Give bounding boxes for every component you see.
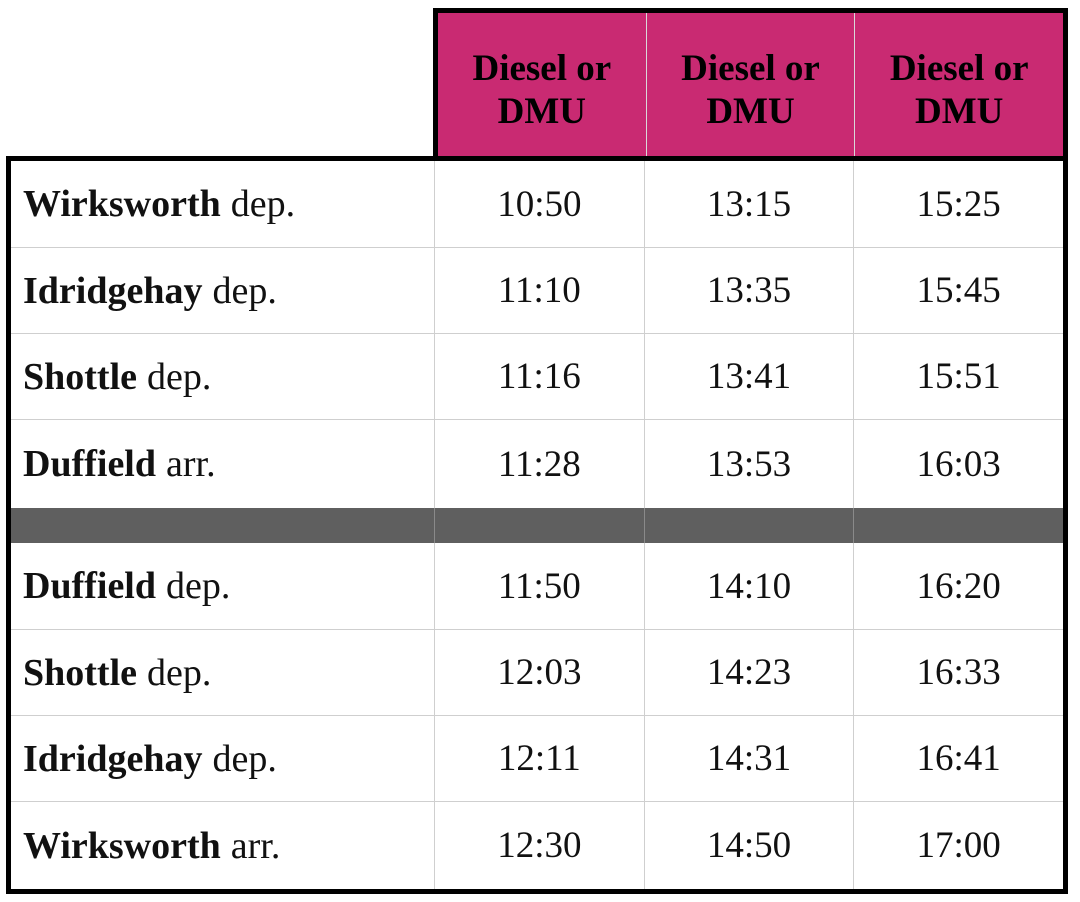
station-cell: Wirksworth arr. xyxy=(11,802,435,889)
header-col-3-line1: Diesel or xyxy=(889,47,1029,89)
time-cell: 14:10 xyxy=(645,543,855,629)
divider-segment xyxy=(435,508,645,543)
station-cell: Duffield arr. xyxy=(11,420,435,508)
station-name: Wirksworth xyxy=(23,183,221,225)
header-col-2-line2: DMU xyxy=(706,90,795,132)
table-row: Shottle dep. 11:16 13:41 15:51 xyxy=(11,334,1063,420)
timetable: Wirksworth dep. 10:50 13:15 15:25 Idridg… xyxy=(6,156,1068,894)
time-cell: 13:15 xyxy=(645,161,855,247)
station-name: Duffield xyxy=(23,565,156,607)
time-cell: 17:00 xyxy=(916,825,1001,866)
time-cell: 11:50 xyxy=(435,543,645,629)
header-col-1-line1: Diesel or xyxy=(472,47,612,89)
station-type: arr. xyxy=(166,443,216,485)
time-cell: 15:25 xyxy=(916,183,1001,225)
time-cell: 12:30 xyxy=(435,802,645,889)
time-cell: 12:03 xyxy=(435,630,645,715)
time-cell: 16:33 xyxy=(916,652,1001,693)
station-type: dep. xyxy=(147,651,212,694)
time-cell: 11:28 xyxy=(435,420,645,508)
time-cell: 14:50 xyxy=(645,802,855,889)
station-type: dep. xyxy=(212,269,277,312)
time-cell: 16:20 xyxy=(916,565,1001,607)
table-row: Wirksworth dep. 10:50 13:15 15:25 xyxy=(11,161,1063,248)
station-type: dep. xyxy=(230,183,296,225)
station-cell: Shottle dep. xyxy=(11,334,435,419)
time-cell: 15:45 xyxy=(916,270,1001,311)
header-col-1-line2: DMU xyxy=(497,90,587,132)
time-cell: 13:41 xyxy=(645,334,855,419)
station-name: Wirksworth xyxy=(23,824,221,867)
table-row: Shottle dep. 12:03 14:23 16:33 xyxy=(11,630,1063,716)
table-row: Wirksworth arr. 12:30 14:50 17:00 xyxy=(11,802,1063,889)
station-type: arr. xyxy=(230,824,281,867)
timetable-header: Diesel or DMU Diesel or DMU Diesel or DM… xyxy=(433,8,1068,160)
station-name: Duffield xyxy=(23,443,156,485)
header-col-3: Diesel or DMU xyxy=(855,13,1063,160)
station-name: Idridgehay xyxy=(23,737,203,780)
station-cell: Idridgehay dep. xyxy=(11,248,435,333)
station-cell: Shottle dep. xyxy=(11,630,435,715)
divider-segment xyxy=(854,508,1063,543)
time-cell: 13:53 xyxy=(645,420,855,508)
divider-segment xyxy=(11,508,435,543)
time-cell: 13:35 xyxy=(645,248,855,333)
time-cell: 11:10 xyxy=(435,248,645,333)
station-name: Shottle xyxy=(23,355,137,398)
time-cell: 16:03 xyxy=(916,443,1001,485)
header-col-2: Diesel or DMU xyxy=(647,13,856,160)
table-row: Idridgehay dep. 11:10 13:35 15:45 xyxy=(11,248,1063,334)
station-type: dep. xyxy=(212,737,277,780)
time-cell: 15:51 xyxy=(916,356,1001,397)
station-cell: Idridgehay dep. xyxy=(11,716,435,801)
time-cell: 14:31 xyxy=(645,716,855,801)
header-col-2-line1: Diesel or xyxy=(681,47,820,89)
section-divider xyxy=(11,508,1063,543)
table-row: Duffield arr. 11:28 13:53 16:03 xyxy=(11,420,1063,508)
time-cell: 12:11 xyxy=(435,716,645,801)
time-cell: 16:41 xyxy=(916,738,1001,779)
header-col-3-line2: DMU xyxy=(914,90,1004,132)
divider-segment xyxy=(645,508,855,543)
header-col-1: Diesel or DMU xyxy=(438,13,647,160)
time-cell: 10:50 xyxy=(435,161,645,247)
station-cell: Wirksworth dep. xyxy=(11,161,435,247)
station-type: dep. xyxy=(147,355,212,398)
station-cell: Duffield dep. xyxy=(11,543,435,629)
time-cell: 14:23 xyxy=(645,630,855,715)
time-cell: 11:16 xyxy=(435,334,645,419)
station-name: Shottle xyxy=(23,651,137,694)
table-row: Duffield dep. 11:50 14:10 16:20 xyxy=(11,543,1063,630)
station-type: dep. xyxy=(166,565,231,607)
table-row: Idridgehay dep. 12:11 14:31 16:41 xyxy=(11,716,1063,802)
station-name: Idridgehay xyxy=(23,269,203,312)
